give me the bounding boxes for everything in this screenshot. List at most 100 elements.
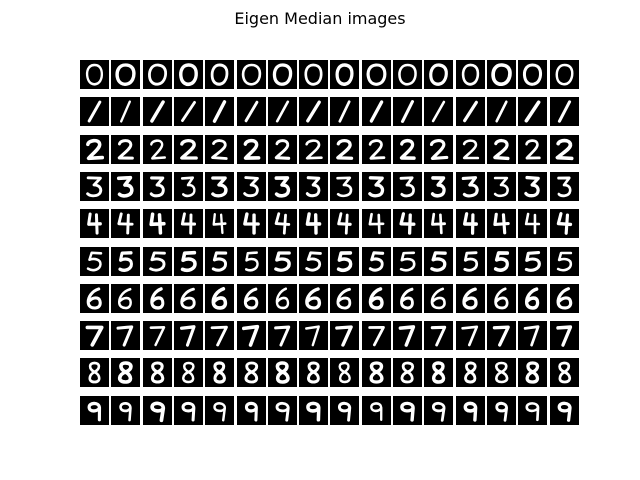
digit-5-image — [174, 247, 203, 276]
digit-7-image — [393, 321, 422, 350]
digit-7-image — [362, 321, 391, 350]
digit-3-image — [550, 172, 579, 201]
digit-6-image — [174, 284, 203, 313]
digit-8-image — [299, 358, 328, 387]
digit-0-image — [237, 60, 266, 89]
digit-0-image — [174, 60, 203, 89]
digit-6-image — [393, 284, 422, 313]
digit-4-image — [424, 209, 453, 238]
digit-6-image — [550, 284, 579, 313]
digit-8-image — [518, 358, 547, 387]
digit-4-image — [111, 209, 140, 238]
digit-8-image — [362, 358, 391, 387]
digit-4-image — [456, 209, 485, 238]
digit-4-image — [143, 209, 172, 238]
digit-4-image — [174, 209, 203, 238]
digit-6-image — [80, 284, 109, 313]
figure-title: Eigen Median images — [234, 9, 406, 28]
digit-9-image — [550, 396, 579, 425]
digit-0-image — [80, 60, 109, 89]
digit-7-image — [299, 321, 328, 350]
digit-9-image — [143, 396, 172, 425]
digit-9-image — [268, 396, 297, 425]
digit-4-image — [237, 209, 266, 238]
digit-0-image — [424, 60, 453, 89]
digit-7-image — [456, 321, 485, 350]
digit-0-image — [143, 60, 172, 89]
digit-8-image — [330, 358, 359, 387]
digit-3-image — [205, 172, 234, 201]
digit-2-image — [424, 135, 453, 164]
digit-6-image — [424, 284, 453, 313]
digit-7-image — [237, 321, 266, 350]
digit-6-image — [111, 284, 140, 313]
digit-7-image — [487, 321, 516, 350]
digit-2-image — [174, 135, 203, 164]
digit-7-image — [205, 321, 234, 350]
digit-0-image — [487, 60, 516, 89]
digit-5-image — [362, 247, 391, 276]
digit-3-image — [80, 172, 109, 201]
digit-3-image — [143, 172, 172, 201]
digit-4-image — [80, 209, 109, 238]
digit-5-image — [487, 247, 516, 276]
digit-1-image — [205, 97, 234, 126]
digit-1-image — [143, 97, 172, 126]
digit-9-image — [174, 396, 203, 425]
digit-8-image — [111, 358, 140, 387]
digit-5-image — [424, 247, 453, 276]
digit-5-image — [393, 247, 422, 276]
digit-6-image — [330, 284, 359, 313]
digit-3-image — [518, 172, 547, 201]
digit-1-image — [268, 97, 297, 126]
digit-2-image — [80, 135, 109, 164]
digit-6-image — [362, 284, 391, 313]
digit-5-image — [456, 247, 485, 276]
digit-2-image — [362, 135, 391, 164]
digit-5-image — [330, 247, 359, 276]
digit-8-image — [268, 358, 297, 387]
digit-3-image — [424, 172, 453, 201]
digit-6-image — [456, 284, 485, 313]
digit-2-image — [268, 135, 297, 164]
digit-1-image — [111, 97, 140, 126]
digit-4-image — [205, 209, 234, 238]
digit-9-image — [80, 396, 109, 425]
digit-1-image — [456, 97, 485, 126]
digit-4-image — [518, 209, 547, 238]
digit-4-image — [362, 209, 391, 238]
digit-3-image — [174, 172, 203, 201]
digit-2-image — [550, 135, 579, 164]
digit-9-image — [362, 396, 391, 425]
digit-3-image — [393, 172, 422, 201]
digit-5-image — [143, 247, 172, 276]
digit-1-image — [362, 97, 391, 126]
digit-9-image — [424, 396, 453, 425]
digit-5-image — [111, 247, 140, 276]
digit-2-image — [518, 135, 547, 164]
digit-9-image — [487, 396, 516, 425]
digit-6-image — [487, 284, 516, 313]
digit-6-image — [299, 284, 328, 313]
digit-8-image — [487, 358, 516, 387]
digit-7-image — [143, 321, 172, 350]
digit-4-image — [330, 209, 359, 238]
digit-2-image — [205, 135, 234, 164]
digit-2-image — [487, 135, 516, 164]
digit-1-image — [237, 97, 266, 126]
digit-4-image — [393, 209, 422, 238]
digit-5-image — [237, 247, 266, 276]
digit-0-image — [550, 60, 579, 89]
digit-5-image — [80, 247, 109, 276]
digit-7-image — [268, 321, 297, 350]
digit-2-image — [111, 135, 140, 164]
digit-8-image — [174, 358, 203, 387]
digit-0-image — [456, 60, 485, 89]
digit-8-image — [80, 358, 109, 387]
digit-6-image — [143, 284, 172, 313]
digit-8-image — [393, 358, 422, 387]
digit-8-image — [237, 358, 266, 387]
digit-9-image — [111, 396, 140, 425]
digit-9-image — [456, 396, 485, 425]
digit-2-image — [299, 135, 328, 164]
